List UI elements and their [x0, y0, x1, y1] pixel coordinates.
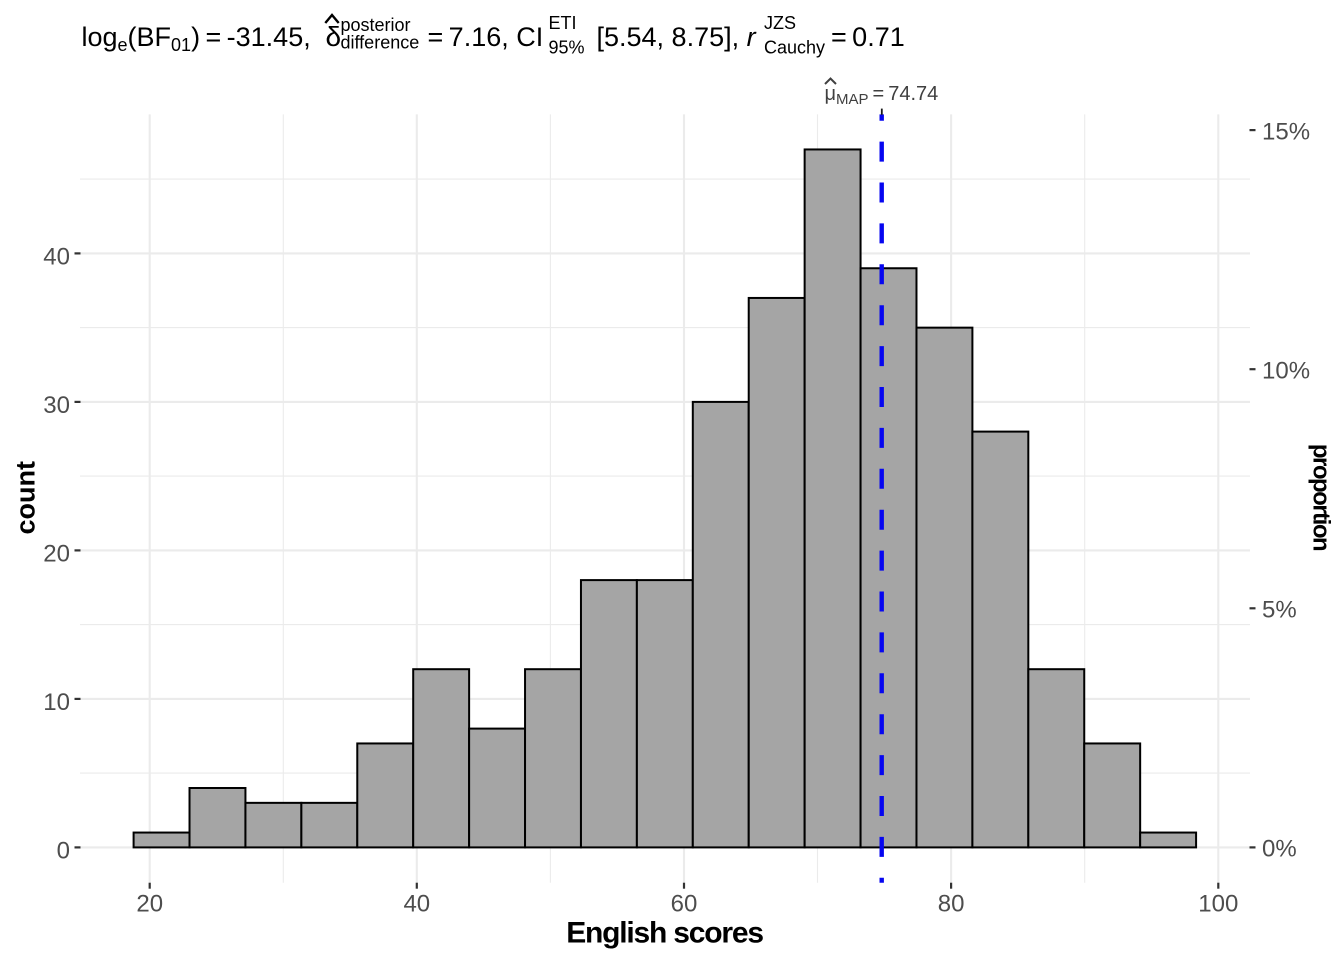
- svg-text:20: 20: [43, 540, 70, 567]
- svg-text:95%: 95%: [549, 38, 585, 58]
- svg-text:English scores: English scores: [566, 917, 763, 950]
- svg-text:posterior: posterior: [341, 15, 411, 35]
- svg-text:20: 20: [136, 891, 163, 918]
- svg-text:proportion: proportion: [1308, 444, 1335, 551]
- svg-text:ETI: ETI: [549, 13, 577, 33]
- svg-text:loge(BF01) = -31.45,: loge(BF01) = -31.45,: [82, 22, 311, 55]
- svg-text:δ: δ: [326, 21, 342, 52]
- svg-text:80: 80: [938, 891, 965, 918]
- svg-text:10%: 10%: [1262, 357, 1310, 384]
- svg-text:30: 30: [43, 392, 70, 419]
- svg-text:10: 10: [43, 689, 70, 716]
- svg-text:[5.54, 8.75], r: [5.54, 8.75], r: [597, 22, 757, 52]
- svg-text:difference: difference: [341, 33, 420, 53]
- svg-text:100: 100: [1198, 891, 1238, 918]
- svg-text:Cauchy: Cauchy: [764, 38, 825, 58]
- svg-text:0%: 0%: [1262, 836, 1297, 863]
- svg-text:40: 40: [403, 891, 430, 918]
- svg-text:JZS: JZS: [764, 13, 796, 33]
- svg-text:= 7.16, CI: = 7.16, CI: [428, 22, 544, 52]
- svg-text:60: 60: [671, 891, 698, 918]
- svg-text:= 0.71: = 0.71: [831, 22, 905, 52]
- svg-text:40: 40: [43, 243, 70, 270]
- svg-text:count: count: [11, 461, 41, 535]
- svg-text:0: 0: [57, 837, 70, 864]
- svg-text:15%: 15%: [1262, 118, 1310, 145]
- svg-text:5%: 5%: [1262, 597, 1297, 624]
